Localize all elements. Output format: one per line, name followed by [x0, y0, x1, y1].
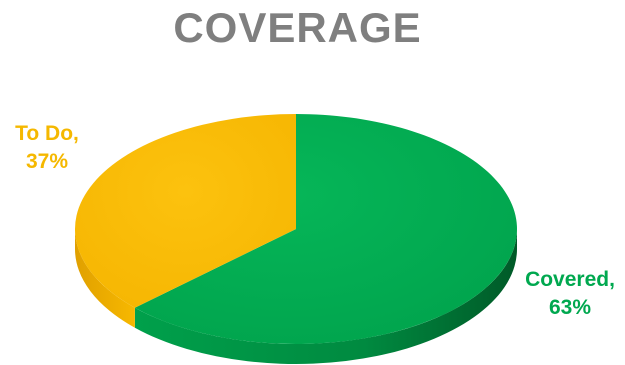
pie-side-covered	[134, 229, 517, 365]
slice-value-covered: 63%	[548, 296, 592, 319]
chart-title: COVERAGE	[173, 4, 422, 51]
slice-label-to-do: To Do, 37%	[12, 120, 82, 176]
pie-slice-covered	[134, 114, 517, 345]
slice-name-to-do: To Do,	[15, 122, 79, 145]
pie-side-to-do	[75, 229, 135, 328]
pie-slice-to-do	[75, 114, 296, 308]
slice-value-to-do: 37%	[25, 150, 69, 173]
slice-name-covered: Covered,	[525, 268, 615, 291]
slice-label-covered: Covered, 63%	[512, 266, 625, 322]
